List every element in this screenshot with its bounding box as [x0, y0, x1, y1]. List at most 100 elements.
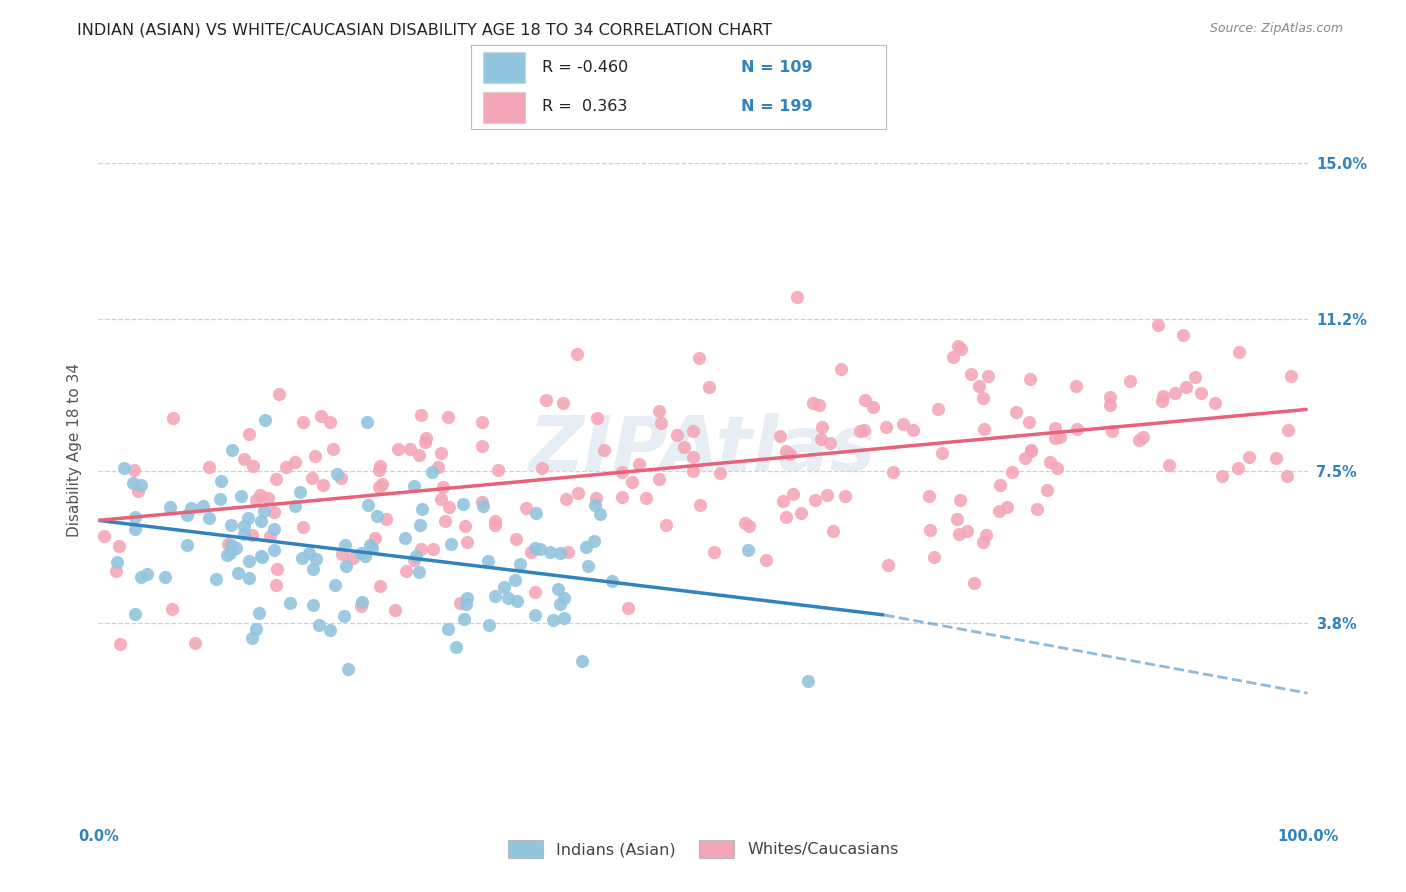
Point	[834, 489, 856, 503]
Point	[901, 423, 924, 437]
Point	[415, 431, 437, 445]
Point	[486, 462, 509, 476]
Point	[263, 543, 285, 558]
Point	[180, 500, 202, 515]
Point	[738, 518, 761, 533]
Point	[209, 475, 232, 489]
Point	[198, 510, 221, 524]
Point	[276, 459, 298, 474]
Point	[342, 550, 364, 565]
Point	[266, 562, 288, 576]
Point	[308, 617, 330, 632]
Point	[699, 380, 721, 394]
Point	[105, 555, 128, 569]
Point	[689, 499, 711, 513]
Point	[430, 492, 453, 507]
Point	[583, 534, 606, 549]
Point	[1039, 455, 1062, 469]
Point	[823, 524, 845, 539]
Point	[93, 529, 115, 543]
Point	[775, 510, 797, 524]
Point	[592, 443, 614, 458]
Point	[553, 611, 575, 625]
Point	[520, 545, 543, 559]
Point	[408, 566, 430, 580]
Point	[1019, 443, 1042, 458]
Point	[288, 485, 311, 500]
Point	[437, 410, 460, 425]
Point	[252, 504, 274, 518]
Point	[612, 465, 634, 479]
FancyBboxPatch shape	[484, 53, 524, 83]
Text: R = -0.460: R = -0.460	[541, 60, 627, 75]
Point	[734, 516, 756, 530]
Point	[434, 514, 457, 528]
Point	[1204, 396, 1226, 410]
Point	[530, 461, 553, 475]
Point	[665, 428, 688, 442]
Y-axis label: Disability Age 18 to 34: Disability Age 18 to 34	[67, 363, 83, 538]
Point	[204, 572, 226, 586]
Point	[263, 505, 285, 519]
Point	[250, 549, 273, 564]
Point	[585, 491, 607, 506]
Point	[304, 449, 326, 463]
Point	[960, 367, 983, 381]
Point	[811, 420, 834, 434]
Point	[238, 426, 260, 441]
Point	[176, 538, 198, 552]
Point	[208, 491, 231, 506]
Point	[384, 603, 406, 617]
Point	[398, 442, 420, 457]
Point	[254, 413, 277, 427]
Point	[478, 618, 501, 632]
Point	[1001, 465, 1024, 479]
Point	[571, 654, 593, 668]
Point	[395, 564, 418, 578]
Point	[176, 508, 198, 522]
Point	[247, 606, 270, 620]
Point	[471, 415, 494, 429]
Point	[411, 501, 433, 516]
Point	[437, 500, 460, 514]
Point	[356, 415, 378, 429]
Point	[505, 594, 527, 608]
Point	[927, 402, 949, 417]
Point	[249, 488, 271, 502]
Point	[1018, 416, 1040, 430]
Point	[567, 347, 589, 361]
Point	[737, 542, 759, 557]
Point	[335, 558, 357, 573]
Point	[852, 423, 875, 437]
Point	[229, 489, 252, 503]
Point	[427, 460, 450, 475]
Point	[122, 463, 145, 477]
Point	[301, 598, 323, 612]
Point	[1101, 424, 1123, 438]
Point	[368, 579, 391, 593]
Point	[648, 404, 671, 418]
Point	[801, 396, 824, 410]
Point	[240, 632, 263, 646]
Text: R =  0.363: R = 0.363	[541, 99, 627, 114]
Point	[184, 635, 207, 649]
Point	[987, 503, 1010, 517]
Point	[333, 608, 356, 623]
Point	[523, 608, 546, 623]
FancyBboxPatch shape	[484, 92, 524, 122]
Point	[405, 549, 427, 563]
Point	[312, 477, 335, 491]
Point	[124, 522, 146, 536]
Point	[472, 499, 495, 513]
Point	[311, 409, 333, 424]
Point	[808, 398, 831, 412]
Point	[1043, 421, 1066, 435]
Point	[298, 545, 321, 559]
Point	[946, 339, 969, 353]
Point	[238, 554, 260, 568]
Point	[454, 519, 477, 533]
Point	[359, 537, 381, 551]
Point	[875, 420, 897, 434]
Point	[621, 475, 644, 489]
Point	[509, 558, 531, 572]
